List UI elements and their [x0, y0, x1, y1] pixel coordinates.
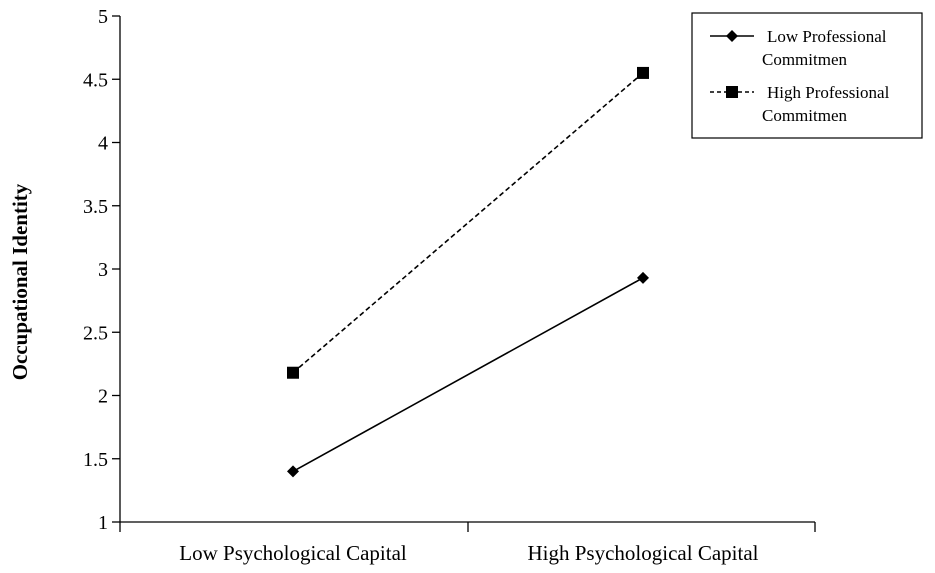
y-tick-label: 2.5 — [83, 322, 108, 344]
legend-item: Low Professional Commitmen — [710, 27, 887, 69]
x-category-label: High Psychological Capital — [528, 541, 759, 565]
data-point-marker — [287, 465, 299, 478]
y-tick-label: 4.5 — [83, 69, 108, 91]
y-axis-title: Occupational Identity — [8, 183, 32, 380]
legend-box — [691, 12, 923, 139]
series-line — [292, 277, 644, 473]
legend-marker-swatch — [726, 86, 738, 98]
data-point-marker — [637, 66, 649, 79]
series-low-professional-commitment — [287, 271, 649, 478]
plot-area — [287, 66, 649, 478]
x-category-label: Low Psychological Capital — [179, 541, 407, 565]
series-line — [292, 72, 644, 374]
y-axis: 1 1.5 2 2.5 3 3.5 4 4.5 5 — [83, 6, 121, 534]
x-axis: Low Psychological Capital High Psychologi… — [119, 521, 816, 565]
legend-label: Commitmen — [762, 106, 848, 125]
y-tick-label: 2 — [98, 386, 108, 408]
y-tick-label: 1.5 — [83, 449, 108, 471]
data-point-marker — [637, 271, 649, 284]
legend-label: High Professional — [767, 83, 890, 102]
data-point-marker — [287, 366, 299, 379]
legend-label: Low Professional — [767, 27, 887, 46]
y-tick-label: 4 — [98, 133, 108, 155]
legend-label: Commitmen — [762, 50, 848, 69]
legend-item: High Professional Commitmen — [710, 83, 890, 125]
y-tick-label: 3.5 — [83, 196, 108, 218]
y-tick-label: 3 — [98, 259, 108, 281]
legend-marker-swatch — [726, 30, 738, 42]
series-high-professional-commitment — [287, 66, 649, 379]
y-tick-label: 1 — [98, 512, 108, 534]
y-tick-label: 5 — [98, 6, 108, 28]
